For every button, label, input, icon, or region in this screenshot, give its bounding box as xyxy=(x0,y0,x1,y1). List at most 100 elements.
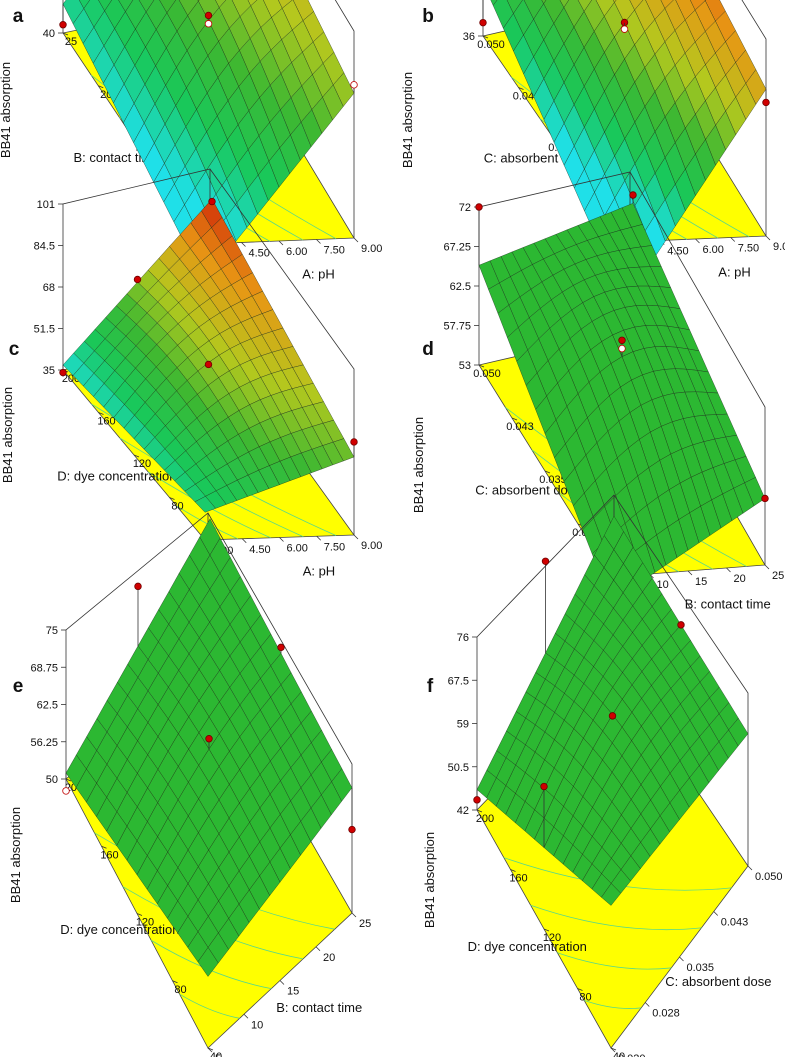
z-tick-label: 76 xyxy=(457,632,469,644)
design-point xyxy=(133,275,142,284)
x-tick-label: 10 xyxy=(251,1019,263,1031)
x-tick xyxy=(353,534,359,540)
x-tick xyxy=(241,538,247,544)
x-tick-label: 4.50 xyxy=(667,246,688,258)
y-tick-label: 0.043 xyxy=(506,421,534,433)
x-tick xyxy=(243,1013,249,1019)
design-point xyxy=(204,360,213,369)
design-point xyxy=(762,98,770,107)
panel-label: e xyxy=(13,676,24,697)
surface-cell xyxy=(197,947,219,977)
z-tick-label: 62.5 xyxy=(37,700,58,712)
z-axis-label: BB41 absorption xyxy=(8,807,23,903)
x-tick-label: 6.00 xyxy=(287,543,308,555)
panel-label: c xyxy=(9,339,20,360)
z-tick-label: 62.5 xyxy=(450,281,471,293)
y-axis-label: D: dye concentration xyxy=(57,469,176,484)
y-tick-label: 40 xyxy=(210,1051,222,1057)
response-surface xyxy=(65,518,353,977)
z-axis-label: BB41 absorption xyxy=(0,387,15,483)
y-tick-label: 120 xyxy=(543,932,561,944)
y-tick xyxy=(476,809,483,813)
z-tick-label: 75 xyxy=(46,625,58,637)
x-tick-label: 9.00 xyxy=(361,243,382,255)
panel-a: 4052.56577.590BB41 absorption5101520253.… xyxy=(0,0,382,282)
x-tick-label: 15 xyxy=(695,576,707,588)
x-tick-label: 0.028 xyxy=(652,1008,680,1020)
x-tick xyxy=(207,1047,213,1053)
response-surface xyxy=(478,203,766,603)
z-axis-label: BB41 absorption xyxy=(0,62,13,158)
panel-b: 3650.7565.580.2595BB41 absorption0.0200.… xyxy=(400,0,785,303)
surface-cell xyxy=(541,0,547,5)
x-tick-label: 6.00 xyxy=(703,244,724,256)
y-tick-label: 80 xyxy=(174,984,186,996)
y-tick-label: 25 xyxy=(65,36,77,48)
panel-f: 42 50.5 59 67.5 76 BB41 absorption 40 80 120 160 2… xyxy=(422,494,783,1057)
x-tick xyxy=(713,911,719,916)
z-tick-label: 50 xyxy=(46,774,58,786)
z-tick-label: 57.75 xyxy=(443,321,471,333)
x-tick xyxy=(747,865,753,871)
x-tick xyxy=(687,570,693,576)
floor-contour xyxy=(150,940,272,989)
y-tick-label: 120 xyxy=(133,458,151,470)
design-point xyxy=(473,796,481,804)
z-tick-label: 67.25 xyxy=(443,242,471,254)
x-axis-label: B: contact time xyxy=(685,596,771,611)
design-point xyxy=(618,336,626,344)
response-surface xyxy=(62,0,355,282)
y-tick xyxy=(65,778,72,782)
design-point xyxy=(629,191,637,199)
x-tick-label: 4.50 xyxy=(249,544,270,556)
y-tick-label: 0.050 xyxy=(473,368,501,380)
y-tick-label: 0.050 xyxy=(477,39,505,51)
panel-e: 50 56.25 62.5 68.75 75 BB41 absorption 40 80 120… xyxy=(8,512,371,1057)
floor-contour xyxy=(584,1000,642,1009)
z-tick-label: 59 xyxy=(457,719,469,731)
z-tick-label: 84.5 xyxy=(34,241,55,253)
design-point xyxy=(350,438,358,446)
panel-label: f xyxy=(427,676,434,697)
z-tick-label: 51.5 xyxy=(34,324,55,336)
z-tick-label: 50.5 xyxy=(448,762,469,774)
z-tick-label: 35 xyxy=(43,365,55,377)
x-tick xyxy=(278,240,284,246)
z-tick-label: 42 xyxy=(457,805,469,817)
x-tick xyxy=(241,242,246,247)
z-tick-label: 67.5 xyxy=(448,675,469,687)
y-axis-label: C: absorbent dose xyxy=(475,482,581,497)
surface-cell xyxy=(559,0,570,8)
design-point xyxy=(761,494,769,503)
design-point xyxy=(620,25,629,33)
y-tick-label: 40 xyxy=(613,1051,625,1057)
design-point xyxy=(59,21,67,29)
x-tick-label: 0.050 xyxy=(755,871,783,883)
design-point xyxy=(62,787,70,795)
x-tick-label: 7.50 xyxy=(324,541,345,553)
z-axis-label: BB41 absorption xyxy=(411,417,426,513)
x-tick-label: 9.00 xyxy=(773,241,785,253)
design-point xyxy=(608,712,617,720)
x-tick xyxy=(279,980,285,985)
surface-cell xyxy=(215,0,227,8)
x-tick xyxy=(679,956,684,962)
x-tick xyxy=(764,564,770,570)
y-tick xyxy=(133,454,140,458)
y-tick xyxy=(577,988,583,991)
y-tick xyxy=(101,845,107,849)
design-point xyxy=(677,621,685,629)
x-tick-label: 0.035 xyxy=(687,962,715,974)
design-point xyxy=(541,557,550,565)
x-axis-label: B: contact time xyxy=(276,1000,362,1015)
x-tick-label: 25 xyxy=(772,570,784,582)
x-tick xyxy=(316,239,321,244)
y-tick xyxy=(482,35,489,39)
panel-label: a xyxy=(13,6,24,27)
x-tick xyxy=(644,1002,650,1007)
y-tick xyxy=(98,85,104,89)
design-point xyxy=(348,825,356,834)
y-axis-label: B: contact time xyxy=(73,150,159,165)
